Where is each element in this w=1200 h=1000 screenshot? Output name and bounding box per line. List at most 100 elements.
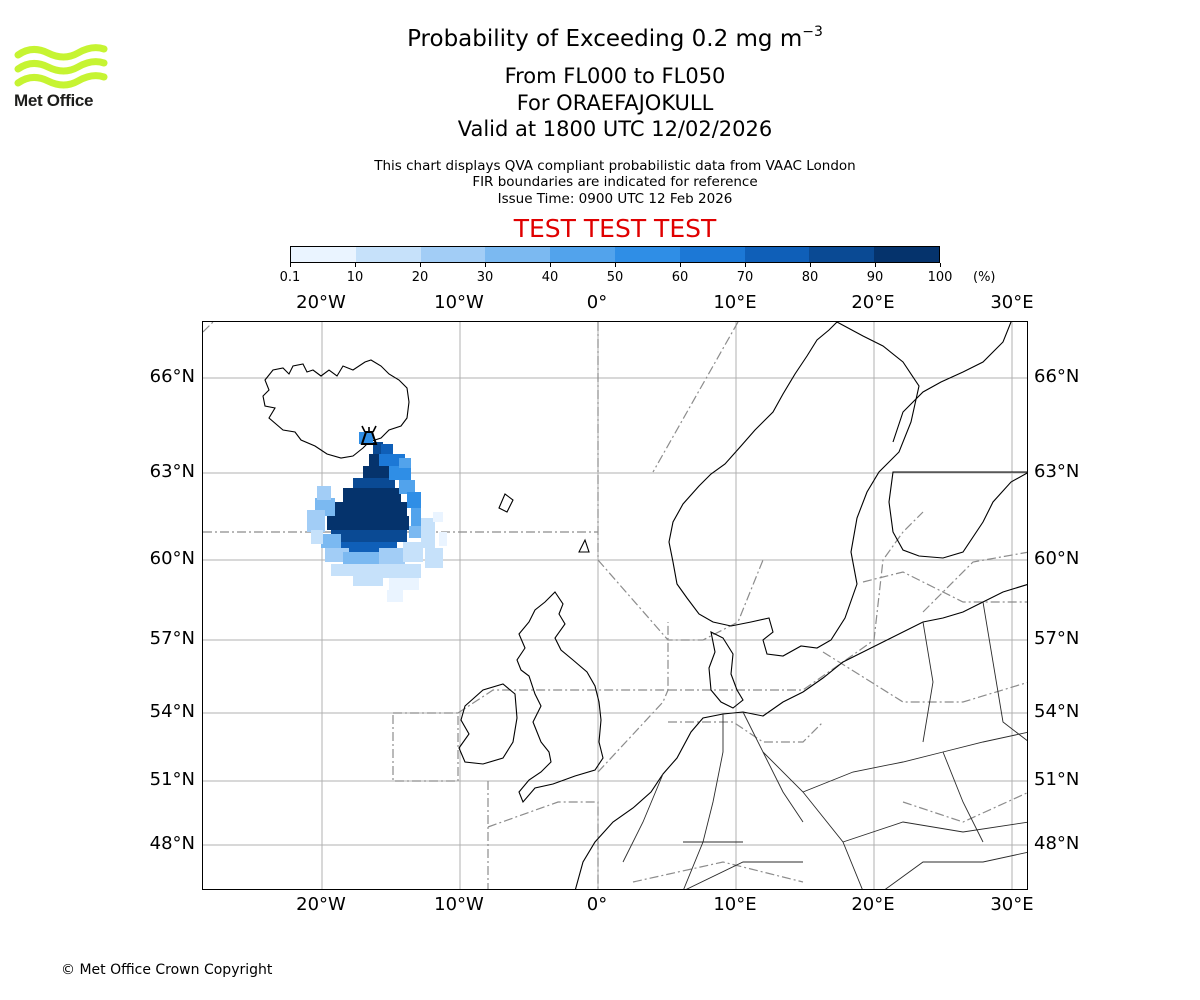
lon-label-bottom: 20°E [851, 894, 895, 915]
colorbar-tick-label: 0.1 [279, 270, 301, 285]
plume-cell [327, 516, 409, 530]
colorbar-tick-mark [549, 263, 551, 267]
colorbar-segment [550, 247, 615, 262]
lon-label-bottom: 20°W [296, 894, 346, 915]
colorbar-tick-mark [484, 263, 486, 267]
colorbar-segment [744, 247, 810, 262]
lat-label-left: 51°N [149, 769, 195, 790]
title-exponent: −3 [802, 24, 823, 40]
plume-cell [321, 534, 341, 548]
copyright: © Met Office Crown Copyright [61, 962, 273, 978]
colorbar-tick-label: 40 [541, 270, 559, 285]
plume-cell [403, 542, 423, 562]
colorbar-tick-label: 30 [476, 270, 494, 285]
lon-label-top: 30°E [990, 292, 1034, 313]
colorbar-segment [420, 247, 486, 262]
plume-cell [353, 576, 383, 586]
coastlines [262, 322, 1027, 889]
colorbar-tick-mark [874, 263, 876, 267]
finland-coast [888, 322, 1027, 559]
fir-boundaries [203, 322, 1027, 889]
colorbar-segment [355, 247, 421, 262]
plume-cell [343, 552, 383, 566]
colorbar-tick-mark [809, 263, 811, 267]
plume-cell [425, 548, 443, 568]
plume-cell [379, 454, 405, 466]
chart-title: Probability of Exceeding 0.2 mg m−3 [407, 24, 823, 52]
colorbar-segment [809, 247, 875, 262]
plume-cell [407, 492, 421, 508]
plume-cell [363, 466, 391, 478]
lon-label-bottom: 30°E [990, 894, 1034, 915]
plume-cell [381, 444, 393, 454]
britain-coast [516, 591, 604, 804]
colorbar-segment [291, 247, 356, 262]
colorbar-tick-label: 10 [346, 270, 364, 285]
colorbar-tick-label: 80 [801, 270, 819, 285]
volcano-marker-icon [360, 425, 378, 445]
met-office-logo-icon [14, 44, 108, 89]
note-line-2: FIR boundaries are indicated for referen… [472, 174, 758, 190]
plume-cell [317, 486, 331, 500]
lat-label-left: 54°N [149, 701, 195, 722]
ireland-coast [458, 683, 518, 765]
lat-label-right: 51°N [1034, 769, 1080, 790]
colorbar-tick-mark [939, 263, 941, 267]
lat-label-right: 57°N [1034, 628, 1080, 649]
plume-cell [373, 442, 383, 454]
plume-cell [389, 578, 419, 590]
lat-label-right: 66°N [1034, 366, 1080, 387]
colorbar-segment [485, 247, 551, 262]
scandinavia-coast [668, 322, 920, 657]
lat-label-left: 48°N [149, 833, 195, 854]
ash-probability-plume [307, 432, 447, 602]
lat-label-left: 63°N [149, 461, 195, 482]
lat-label-right: 54°N [1034, 701, 1080, 722]
plume-cell [379, 548, 405, 564]
colorbar-tick-label: 70 [736, 270, 754, 285]
plume-cell [343, 488, 401, 502]
plume-cell [421, 518, 435, 548]
colorbar-tick-label: 50 [606, 270, 624, 285]
note-line-1: This chart displays QVA compliant probab… [374, 158, 856, 174]
colorbar-tick-mark [744, 263, 746, 267]
lon-label-top: 20°E [851, 292, 895, 313]
plume-cell [409, 526, 421, 538]
plume-cell [311, 530, 323, 544]
graticule [203, 322, 1027, 889]
plume-cell [411, 508, 421, 526]
colorbar-tick-mark [614, 263, 616, 267]
iceland-coast [262, 359, 410, 459]
plume-cell [337, 542, 397, 552]
colorbar [290, 246, 940, 263]
country-borders [622, 601, 1027, 889]
colorbar-segment [679, 247, 745, 262]
plume-cell [433, 512, 443, 522]
lon-label-top: 10°E [713, 292, 757, 313]
lon-label-top: 0° [586, 292, 608, 313]
lat-label-left: 66°N [149, 366, 195, 387]
plume-cell [307, 510, 325, 532]
lon-label-bottom: 10°E [713, 894, 757, 915]
colorbar-segment [614, 247, 680, 262]
issue-time: Issue Time: 0900 UTC 12 Feb 2026 [497, 191, 733, 207]
europe-coast [574, 584, 1027, 889]
level-range: From FL000 to FL050 [504, 64, 726, 88]
lat-label-right: 60°N [1034, 548, 1080, 569]
plume-cell [399, 480, 415, 494]
lat-label-left: 60°N [149, 548, 195, 569]
denmark-coast [708, 631, 744, 709]
map-canvas [203, 322, 1027, 889]
plume-cell [389, 466, 411, 480]
plume-cell [333, 502, 407, 516]
colorbar-tick-mark [289, 263, 291, 267]
plume-cell [331, 530, 407, 542]
colorbar-tick-mark [354, 263, 356, 267]
volcano-name: For ORAEFAJOKULL [516, 91, 714, 115]
plume-cell [387, 590, 403, 602]
plume-cell [331, 564, 381, 576]
logo-text: Met Office [14, 91, 94, 110]
lon-label-bottom: 0° [586, 894, 608, 915]
lon-label-top: 20°W [296, 292, 346, 313]
colorbar-tick-label: 60 [671, 270, 689, 285]
